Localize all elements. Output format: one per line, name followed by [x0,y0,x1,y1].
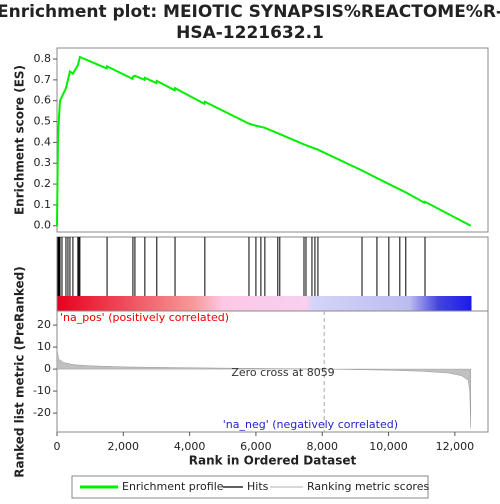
y-tick-label: 0.0 [34,219,52,232]
x-tick-label: 6,000 [240,440,272,453]
y-tick-label: 0.8 [34,52,52,65]
y-tick-label: 0.7 [34,73,52,86]
annotation: 'na_pos' (positively correlated) [60,311,229,324]
enrichment-line [56,55,472,227]
annotation: 'na_neg' (negatively correlated) [223,418,398,431]
y-tick-label: 0.6 [34,94,52,107]
y-tick-label: 20 [37,318,51,331]
y-tick-label: -20 [33,406,51,419]
legend-label: Ranking metric scores [307,480,429,493]
annotation: Zero cross at 8059 [231,366,334,379]
rank-color-band [57,296,472,311]
legend-label: Enrichment profile [122,480,224,493]
y-tick-label: 0.5 [34,115,52,128]
x-tick-label: 2,000 [108,440,140,453]
y-tick-label: 10 [37,340,51,353]
x-tick-label: 0 [54,440,61,453]
chart-title: HSA-1221632.1 [176,23,324,43]
legend [71,475,429,499]
y-axis-label: Ranked list metric (PreRanked) [13,266,27,478]
x-tick-label: 4,000 [174,440,206,453]
y-tick-label: 0 [44,362,51,375]
y-axis-label: Enrichment score (ES) [13,65,27,215]
plot-frame [56,236,489,433]
x-tick-label: 10,000 [369,440,408,453]
y-tick-label: 0.4 [34,135,52,148]
y-tick-label: 0.3 [34,156,52,169]
legend-label: Hits [247,480,269,493]
x-tick-label: 8,000 [306,440,338,453]
chart-title: Enrichment plot: MEIOTIC SYNAPSIS%REACTO… [0,2,500,22]
y-tick-label: 0.1 [34,198,52,211]
y-tick-label: -10 [33,384,51,397]
x-axis-label: Rank in Ordered Dataset [189,454,357,468]
y-tick-label: 0.2 [34,177,52,190]
x-tick-label: 12,000 [436,440,475,453]
